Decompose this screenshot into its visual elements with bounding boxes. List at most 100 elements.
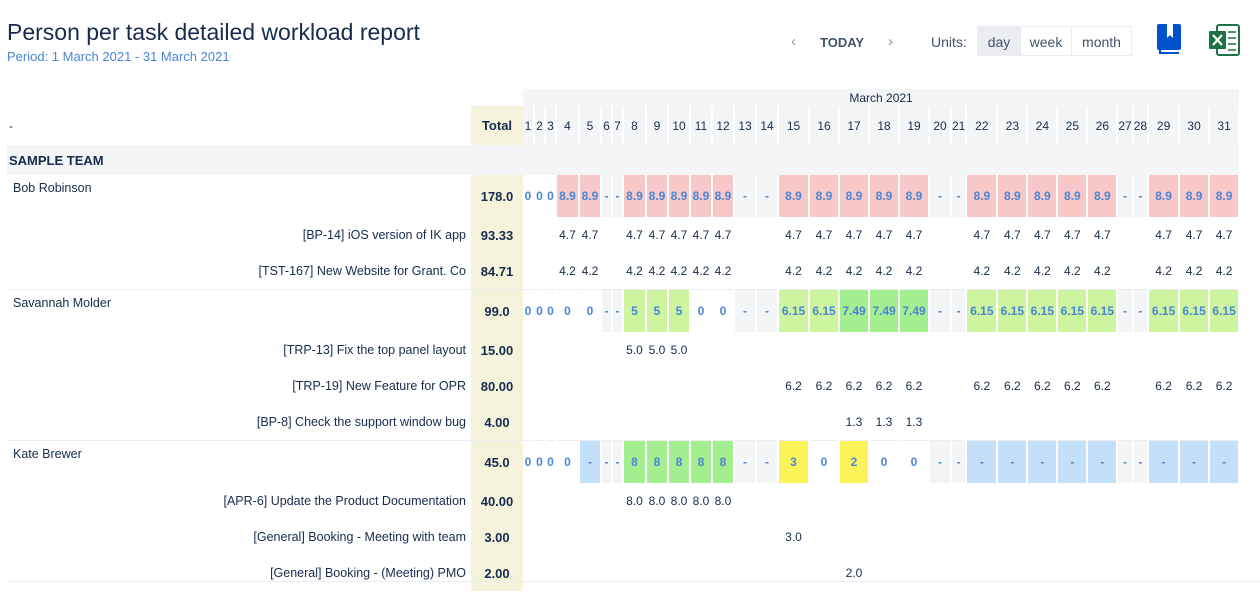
- person-day-cell: 8.9: [1057, 175, 1089, 217]
- person-day-cell: 0: [545, 440, 557, 483]
- day-header: 19: [899, 106, 930, 145]
- task-day-cell: [612, 217, 623, 253]
- person-day-cell: 0: [534, 289, 546, 332]
- task-day-cell: 4.7: [973, 228, 991, 242]
- person-day-cell: 6.15: [778, 289, 810, 332]
- day-header: 24: [1027, 106, 1059, 145]
- task-day-cell: [869, 519, 899, 555]
- task-name[interactable]: [BP-14] iOS version of IK app: [302, 228, 466, 242]
- task-day-cell: 6.2: [1064, 379, 1081, 393]
- person-day-cell: 5: [646, 289, 669, 332]
- person-day-cell: -: [1179, 440, 1211, 483]
- task-name[interactable]: [TRP-13] Fix the top panel layout: [283, 343, 466, 357]
- task-day-cell: [1087, 404, 1117, 441]
- person-name[interactable]: Savannah Molder: [7, 289, 471, 332]
- task-day-cell: [646, 404, 668, 441]
- task-day-cell: 4.7: [785, 228, 802, 242]
- person-day-cell: -: [734, 175, 757, 217]
- day-header: 10: [668, 106, 691, 145]
- task-day-cell: 4.2: [973, 264, 991, 278]
- person-day-cell: 8: [712, 440, 735, 483]
- task-day-cell: [929, 519, 951, 555]
- task-day-cell: [579, 368, 601, 404]
- person-day-cell: -: [612, 440, 624, 483]
- person-day-cell: -: [1117, 440, 1134, 483]
- task-day-cell: [1148, 555, 1179, 591]
- task-day-cell: [534, 253, 545, 290]
- task-day-cell: [1117, 404, 1132, 441]
- person-day-cell: 0: [534, 175, 546, 217]
- task-day-cell: [646, 368, 668, 404]
- task-day-cell: [1117, 483, 1132, 519]
- person-total: 99.0: [471, 289, 523, 332]
- person-day-cell: 8.9: [839, 175, 870, 217]
- task-day-cell: [1148, 483, 1179, 519]
- report-book-icon[interactable]: [1156, 23, 1182, 55]
- task-day-cell: [756, 332, 778, 368]
- task-name[interactable]: [TST-167] New Website for Grant. Co: [258, 264, 466, 278]
- unit-month-button[interactable]: month: [1071, 26, 1132, 56]
- person-day-cell: 0: [545, 289, 557, 332]
- task-day-cell: [778, 483, 809, 519]
- task-day-cell: 4.7: [1034, 228, 1051, 242]
- task-day-cell: [734, 519, 756, 555]
- task-day-cell: [929, 483, 951, 519]
- task-day-cell: [997, 404, 1027, 441]
- task-name[interactable]: [BP-8] Check the support window bug: [256, 415, 466, 429]
- task-day-cell: 6.2: [785, 379, 802, 393]
- day-header: 26: [1087, 106, 1119, 145]
- task-day-cell: 4.2: [559, 264, 576, 278]
- task-day-cell: [534, 332, 545, 368]
- person-day-cell: -: [1117, 289, 1134, 332]
- task-day-cell: [523, 519, 534, 555]
- task-name[interactable]: [APR-6] Update the Product Documentation: [223, 494, 467, 508]
- task-day-cell: [579, 404, 601, 441]
- task-name[interactable]: [TRP-19] New Feature for OPR: [292, 379, 466, 393]
- person-day-cell: -: [1057, 440, 1089, 483]
- unit-week-button[interactable]: week: [1020, 26, 1072, 56]
- task-day-cell: [1087, 519, 1117, 555]
- task-day-cell: [712, 404, 734, 441]
- task-day-cell: 6.2: [815, 379, 833, 393]
- today-button[interactable]: TODAY: [820, 35, 865, 50]
- unit-day-button[interactable]: day: [977, 26, 1021, 56]
- task-total: 15.00: [471, 332, 523, 368]
- task-day-cell: 8.0: [648, 494, 666, 508]
- task-day-cell: [1087, 332, 1117, 368]
- person-day-cell: -: [579, 440, 602, 483]
- person-day-cell: 6.15: [1027, 289, 1059, 332]
- person-day-cell: 8.9: [997, 175, 1029, 217]
- task-name[interactable]: [General] Booking - (Meeting) PMO: [270, 566, 466, 580]
- person-name[interactable]: Kate Brewer: [7, 440, 471, 483]
- task-day-cell: [1133, 404, 1148, 441]
- task-day-cell: 4.7: [1185, 228, 1203, 242]
- task-day-cell: [556, 332, 579, 368]
- month-header: March 2021: [523, 89, 1240, 106]
- prev-period-button[interactable]: ‹: [791, 33, 796, 50]
- person-day-cell: 0: [545, 175, 557, 217]
- task-day-cell: 4.7: [692, 228, 710, 242]
- task-day-cell: 4.2: [581, 264, 599, 278]
- person-day-cell: 5: [668, 289, 691, 332]
- task-day-cell: [966, 555, 997, 591]
- day-header: 27: [1117, 106, 1134, 145]
- task-day-cell: [839, 332, 869, 368]
- task-day-cell: 4.7: [670, 228, 688, 242]
- person-day-cell: 0: [523, 440, 535, 483]
- person-day-cell: 8: [690, 440, 713, 483]
- task-name[interactable]: [General] Booking - Meeting with team: [253, 530, 466, 544]
- task-day-cell: [734, 217, 756, 253]
- task-day-cell: [712, 555, 734, 591]
- next-period-button[interactable]: ›: [888, 33, 893, 50]
- task-day-cell: [612, 253, 623, 290]
- task-day-cell: [869, 483, 899, 519]
- person-day-cell: -: [951, 440, 968, 483]
- person-day-cell: -: [951, 175, 968, 217]
- task-day-cell: [556, 519, 579, 555]
- excel-export-icon[interactable]: [1208, 24, 1240, 56]
- day-header: 5: [579, 106, 602, 145]
- person-day-cell: -: [756, 175, 779, 217]
- person-day-cell: 6.15: [1087, 289, 1119, 332]
- task-day-cell: 1.3: [875, 415, 893, 429]
- person-name[interactable]: Bob Robinson: [13, 181, 92, 195]
